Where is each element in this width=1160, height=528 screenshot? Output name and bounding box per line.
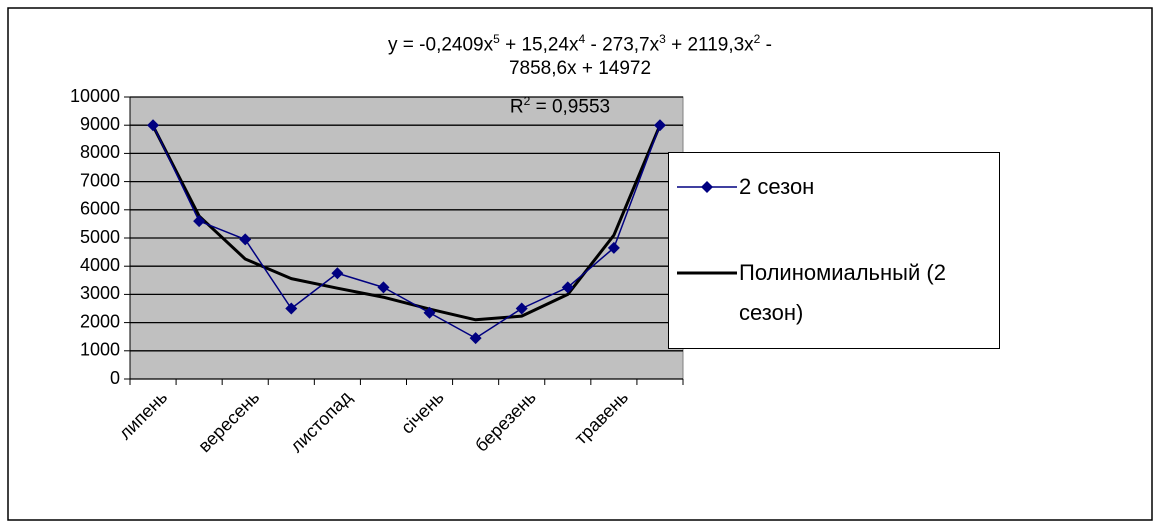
equation-text: = 0,9553	[530, 96, 611, 118]
data-point	[653, 119, 666, 132]
series-line	[152, 124, 661, 339]
y-tick-label: 6000	[80, 199, 120, 219]
exponent: 2	[753, 32, 761, 46]
trendline	[151, 124, 662, 322]
equation-text: -	[760, 34, 772, 56]
y-tick-label: 8000	[80, 142, 120, 162]
data-point	[469, 332, 482, 345]
equation-line: 7858,6x + 14972	[230, 54, 930, 84]
equation-text: R	[509, 96, 524, 118]
legend: 2 сезон Полиномиальный (2 сезон)	[668, 152, 1000, 349]
exponent: 4	[578, 32, 586, 46]
y-tick-label: 0	[110, 368, 120, 388]
equation-line: y = -0,2409x5 + 15,24x4 - 273,7x3 + 2119…	[230, 24, 930, 60]
y-tick-label: 10000	[70, 86, 120, 106]
data-point	[285, 302, 298, 315]
exponent: 3	[659, 32, 666, 46]
legend-swatch	[677, 181, 737, 193]
y-tick-label: 5000	[80, 227, 120, 247]
legend-label: Полиномиальный (2 сезон)	[739, 260, 946, 325]
exponent: 2	[523, 94, 531, 108]
data-point	[331, 267, 344, 280]
y-tick-label: 7000	[80, 170, 120, 190]
y-tick-label: 1000	[80, 340, 120, 360]
y-tick-label: 4000	[80, 255, 120, 275]
legend-swatch	[677, 271, 737, 275]
legend-label: 2 сезон	[739, 174, 815, 199]
equation-text: 7858,6x + 14972	[508, 58, 652, 79]
data-point	[377, 281, 390, 294]
data-point	[423, 306, 436, 319]
equation-line: R2 = 0,9553	[420, 86, 700, 122]
equation-text: y = -0,2409x	[388, 34, 494, 56]
data-point	[147, 119, 160, 132]
equation-text: + 2119,3x	[665, 34, 754, 56]
data-point	[607, 241, 620, 254]
legend-marker	[701, 181, 713, 193]
y-tick-label: 2000	[80, 311, 120, 331]
legend-item: 2 сезон	[675, 167, 999, 207]
data-point	[561, 281, 574, 294]
data-point	[193, 215, 206, 228]
data-point	[239, 233, 252, 246]
equation-text: + 15,24x	[499, 34, 579, 56]
data-point	[515, 302, 528, 315]
equation-text: - 273,7x	[585, 34, 660, 56]
y-tick-label: 3000	[80, 283, 120, 303]
y-tick-label: 9000	[80, 114, 120, 134]
legend-item: Полиномиальный (2 сезон)	[675, 253, 999, 333]
exponent: 5	[493, 32, 500, 46]
